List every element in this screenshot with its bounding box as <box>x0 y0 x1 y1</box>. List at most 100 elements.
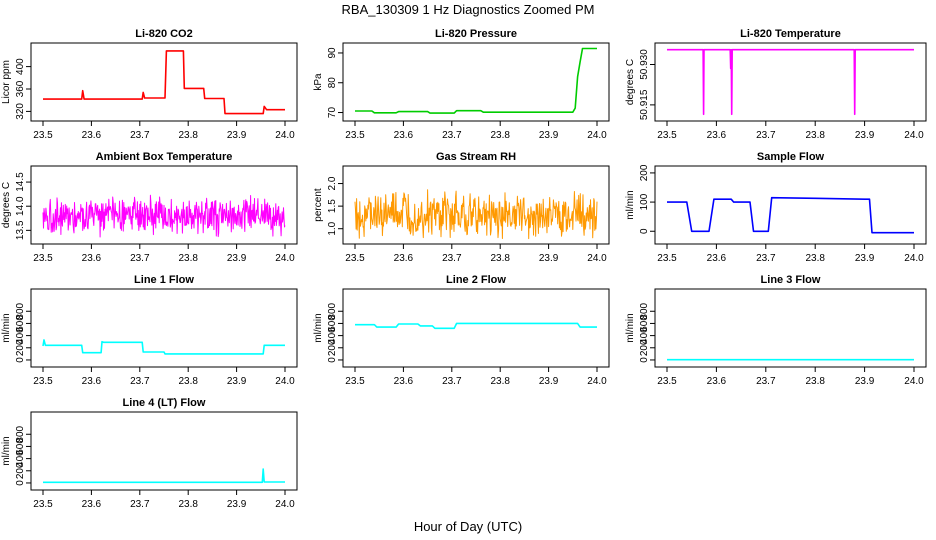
panel-9: Line 3 Flow ml/min 23.5 23.6 23.7 23.8 23.9 24.… <box>625 274 927 387</box>
x-tick-label: 23.5 <box>345 130 365 141</box>
series-line <box>355 322 597 330</box>
panel-1: Li-820 CO2 Licor ppm 23.5 23.6 23.7 23.8 23.9 2… <box>1 28 298 141</box>
x-tick-label: 23.5 <box>657 253 677 264</box>
panel-title: Line 4 (LT) Flow <box>123 397 206 409</box>
x-tick-label: 23.5 <box>33 130 53 141</box>
y-tick-label: 600 <box>15 438 26 455</box>
y-tick-label: 800 <box>327 302 338 319</box>
x-tick-label: 23.5 <box>33 253 53 264</box>
y-tick-label: 90 <box>327 47 338 59</box>
panel-8: Line 2 Flow ml/min 23.5 23.6 23.7 23.8 23.9 24.… <box>313 274 610 387</box>
x-tick-label: 23.5 <box>657 130 677 141</box>
x-tick-label: 23.9 <box>855 376 875 387</box>
y-tick-label: 200 <box>639 164 650 181</box>
y-tick-label: 13.5 <box>15 220 26 240</box>
x-tick-label: 23.7 <box>442 376 462 387</box>
series-line <box>355 47 597 114</box>
x-tick-label: 23.7 <box>130 253 150 264</box>
panel-title: Li-820 CO2 <box>135 28 192 40</box>
plot-frame <box>30 42 298 122</box>
x-tick-label: 24.0 <box>275 499 295 510</box>
x-tick-label: 23.7 <box>756 253 776 264</box>
panel-title: Line 2 Flow <box>446 274 506 286</box>
y-tick-label: 400 <box>327 327 338 344</box>
y-tick-label: 800 <box>639 302 650 319</box>
y-axis-label: ml/min <box>313 313 324 342</box>
x-tick-label: 23.7 <box>442 253 462 264</box>
panel-6: Sample Flow ml/min 23.5 23.6 23.7 23.8 23.9 24.… <box>625 151 927 264</box>
y-tick-label: 400 <box>15 327 26 344</box>
x-tick-label: 23.8 <box>178 253 198 264</box>
x-tick-label: 24.0 <box>275 130 295 141</box>
x-tick-label: 23.9 <box>539 130 559 141</box>
x-tick-label: 24.0 <box>587 253 607 264</box>
y-tick-label: 1.0 <box>327 221 338 235</box>
x-tick-label: 23.9 <box>227 499 247 510</box>
y-tick-label: 200 <box>327 339 338 356</box>
x-tick-label: 23.7 <box>442 130 462 141</box>
plot-frame <box>342 165 610 245</box>
panel-title: Gas Stream RH <box>436 151 516 163</box>
x-tick-label: 23.6 <box>394 253 414 264</box>
y-tick-label: 400 <box>639 327 650 344</box>
panel-4: Ambient Box Temperature degrees C 23.5 23.6… <box>1 151 298 264</box>
y-tick-label: 600 <box>639 315 650 332</box>
panel-title: Li-820 Pressure <box>435 28 517 40</box>
x-tick-label: 24.0 <box>587 130 607 141</box>
y-tick-label: 600 <box>15 315 26 332</box>
panel-title: Li-820 Temperature <box>740 28 841 40</box>
x-tick-label: 23.7 <box>756 130 776 141</box>
x-tick-label: 23.5 <box>33 376 53 387</box>
series-line <box>667 196 914 234</box>
y-tick-label: 600 <box>327 315 338 332</box>
y-tick-label: 1.5 <box>327 199 338 213</box>
x-tick-label: 23.7 <box>130 499 150 510</box>
y-tick-label: 100 <box>639 193 650 210</box>
x-tick-label: 24.0 <box>904 130 924 141</box>
series-line <box>42 339 285 355</box>
x-tick-label: 23.9 <box>227 376 247 387</box>
y-tick-label: 320 <box>15 103 26 120</box>
x-tick-label: 23.9 <box>539 376 559 387</box>
panel-10: Line 4 (LT) Flow ml/min 23.5 23.6 23.7 23.8 23… <box>1 397 298 510</box>
x-tick-label: 23.6 <box>82 253 102 264</box>
x-tick-label: 23.6 <box>707 376 727 387</box>
y-axis-label: kPa <box>313 73 324 91</box>
y-tick-label: 0 <box>15 357 26 363</box>
x-tick-label: 24.0 <box>904 253 924 264</box>
x-tick-label: 23.6 <box>707 253 727 264</box>
x-tick-label: 23.8 <box>490 376 510 387</box>
x-tick-label: 23.6 <box>82 499 102 510</box>
y-axis-label: degrees C <box>625 59 636 105</box>
y-tick-label: 80 <box>327 77 338 89</box>
panel-title: Line 1 Flow <box>134 274 194 286</box>
y-axis-label: ml/min <box>625 313 636 342</box>
y-tick-label: 400 <box>15 450 26 467</box>
series-line <box>354 189 598 240</box>
x-tick-label: 23.8 <box>490 253 510 264</box>
y-tick-label: 14.0 <box>15 196 26 216</box>
x-tick-label: 23.5 <box>657 376 677 387</box>
x-tick-label: 23.9 <box>539 253 559 264</box>
x-tick-label: 23.5 <box>345 253 365 264</box>
figure-x-axis-label: Hour of Day (UTC) <box>414 519 522 534</box>
plot-frame <box>654 42 927 122</box>
x-tick-label: 24.0 <box>275 376 295 387</box>
y-tick-label: 0 <box>15 480 26 486</box>
panel-title: Sample Flow <box>757 151 825 163</box>
x-tick-label: 24.0 <box>587 376 607 387</box>
y-tick-label: 0 <box>327 357 338 363</box>
x-tick-label: 23.6 <box>82 376 102 387</box>
y-axis-label: ml/min <box>1 436 12 465</box>
y-tick-label: 14.5 <box>15 172 26 192</box>
x-tick-label: 23.5 <box>33 499 53 510</box>
y-tick-label: 70 <box>327 107 338 119</box>
plot-frame <box>342 42 610 122</box>
x-tick-label: 23.5 <box>345 376 365 387</box>
y-tick-label: 2.0 <box>327 176 338 190</box>
y-axis-label: percent <box>313 188 324 222</box>
panel-5: Gas Stream RH percent 23.5 23.6 23.7 23.8 23.9… <box>313 151 610 264</box>
x-tick-label: 23.8 <box>178 499 198 510</box>
x-tick-label: 23.8 <box>178 130 198 141</box>
